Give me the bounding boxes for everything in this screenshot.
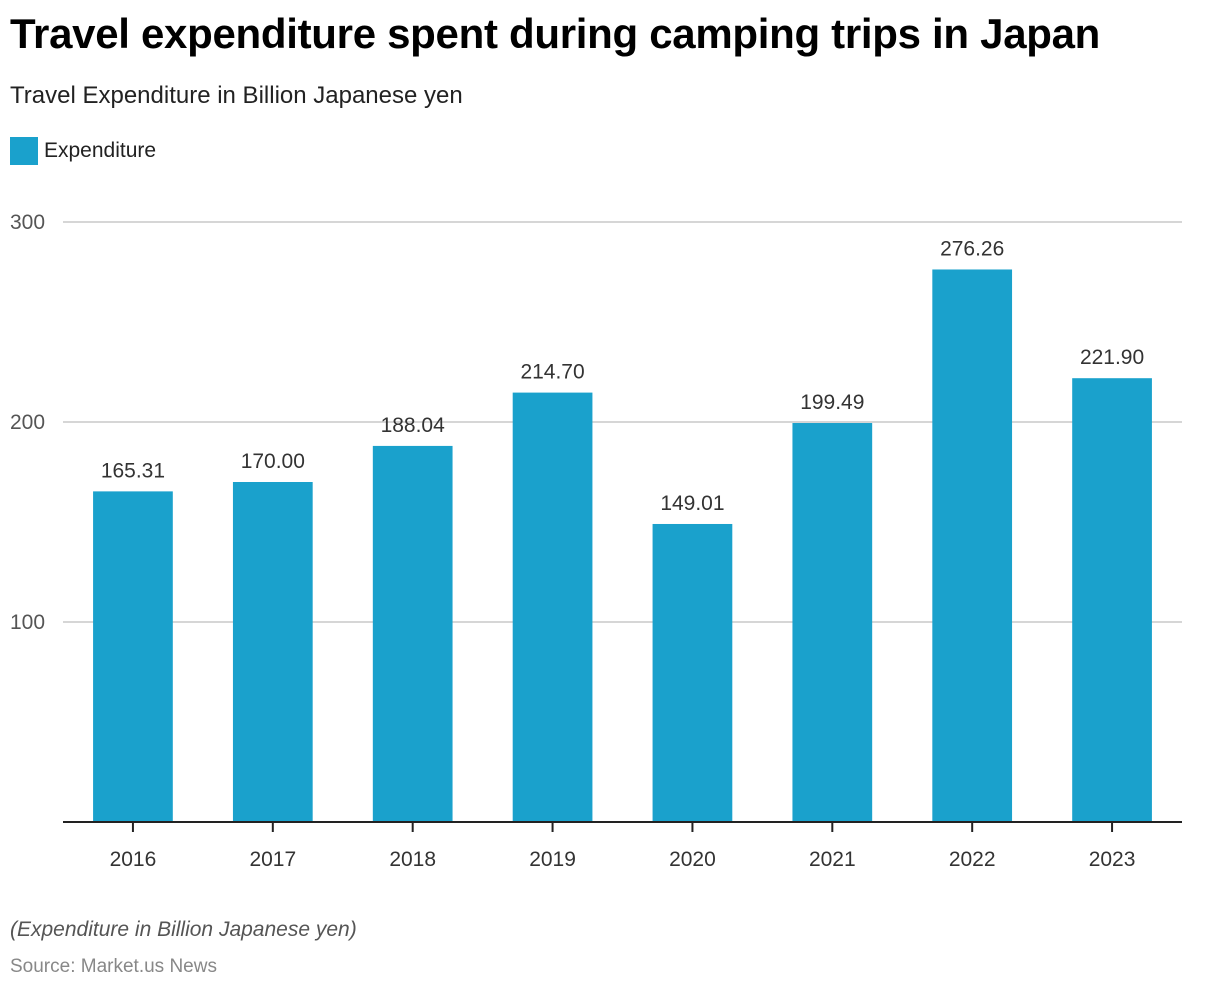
x-tick-label: 2018 <box>389 848 436 871</box>
data-label: 170.00 <box>241 450 305 473</box>
bar <box>232 482 313 822</box>
chart-note: (Expenditure in Billion Japanese yen) <box>10 918 357 941</box>
legend: Expenditure <box>10 137 156 165</box>
data-label: 149.01 <box>660 492 724 515</box>
gridlines <box>63 221 1182 623</box>
x-axis: 2016 2017 2018 2019 2020 2021 2022 2023 <box>63 821 1182 871</box>
x-tick-label: 2019 <box>529 848 576 871</box>
bar <box>512 392 593 822</box>
x-tick-label: 2021 <box>809 848 856 871</box>
bar <box>372 445 453 822</box>
data-label: 199.49 <box>800 391 864 414</box>
y-tick-label: 300 <box>10 211 45 234</box>
x-tick-label: 2017 <box>249 848 296 871</box>
x-tick-label: 2020 <box>669 848 716 871</box>
legend-swatch <box>10 137 38 165</box>
data-label: 276.26 <box>940 237 1004 260</box>
bar <box>932 269 1013 823</box>
y-tick-label: 100 <box>10 611 45 634</box>
legend-label: Expenditure <box>44 139 157 162</box>
bar <box>792 423 873 822</box>
chart-source: Source: Market.us News <box>10 956 217 977</box>
x-tick-label: 2016 <box>110 848 157 871</box>
bar <box>1072 378 1152 822</box>
data-labels: 165.31 170.00 188.04 214.70 149.01 199.49 276.… <box>101 237 1144 515</box>
data-label: 188.04 <box>381 414 446 437</box>
chart-subtitle: Travel Expenditure in Billion Japanese y… <box>10 82 463 109</box>
x-tick-label: 2022 <box>949 848 996 871</box>
y-tick-label: 200 <box>10 411 45 434</box>
bar <box>652 523 733 822</box>
data-label: 214.70 <box>520 361 584 384</box>
data-label: 221.90 <box>1080 346 1144 369</box>
bars <box>93 269 1152 823</box>
data-label: 165.31 <box>101 459 165 482</box>
x-tick-label: 2023 <box>1089 848 1136 871</box>
bar <box>93 491 173 822</box>
chart-title: Travel expenditure spent during camping … <box>10 10 1101 57</box>
y-axis-ticks: 100 200 300 <box>10 211 45 634</box>
